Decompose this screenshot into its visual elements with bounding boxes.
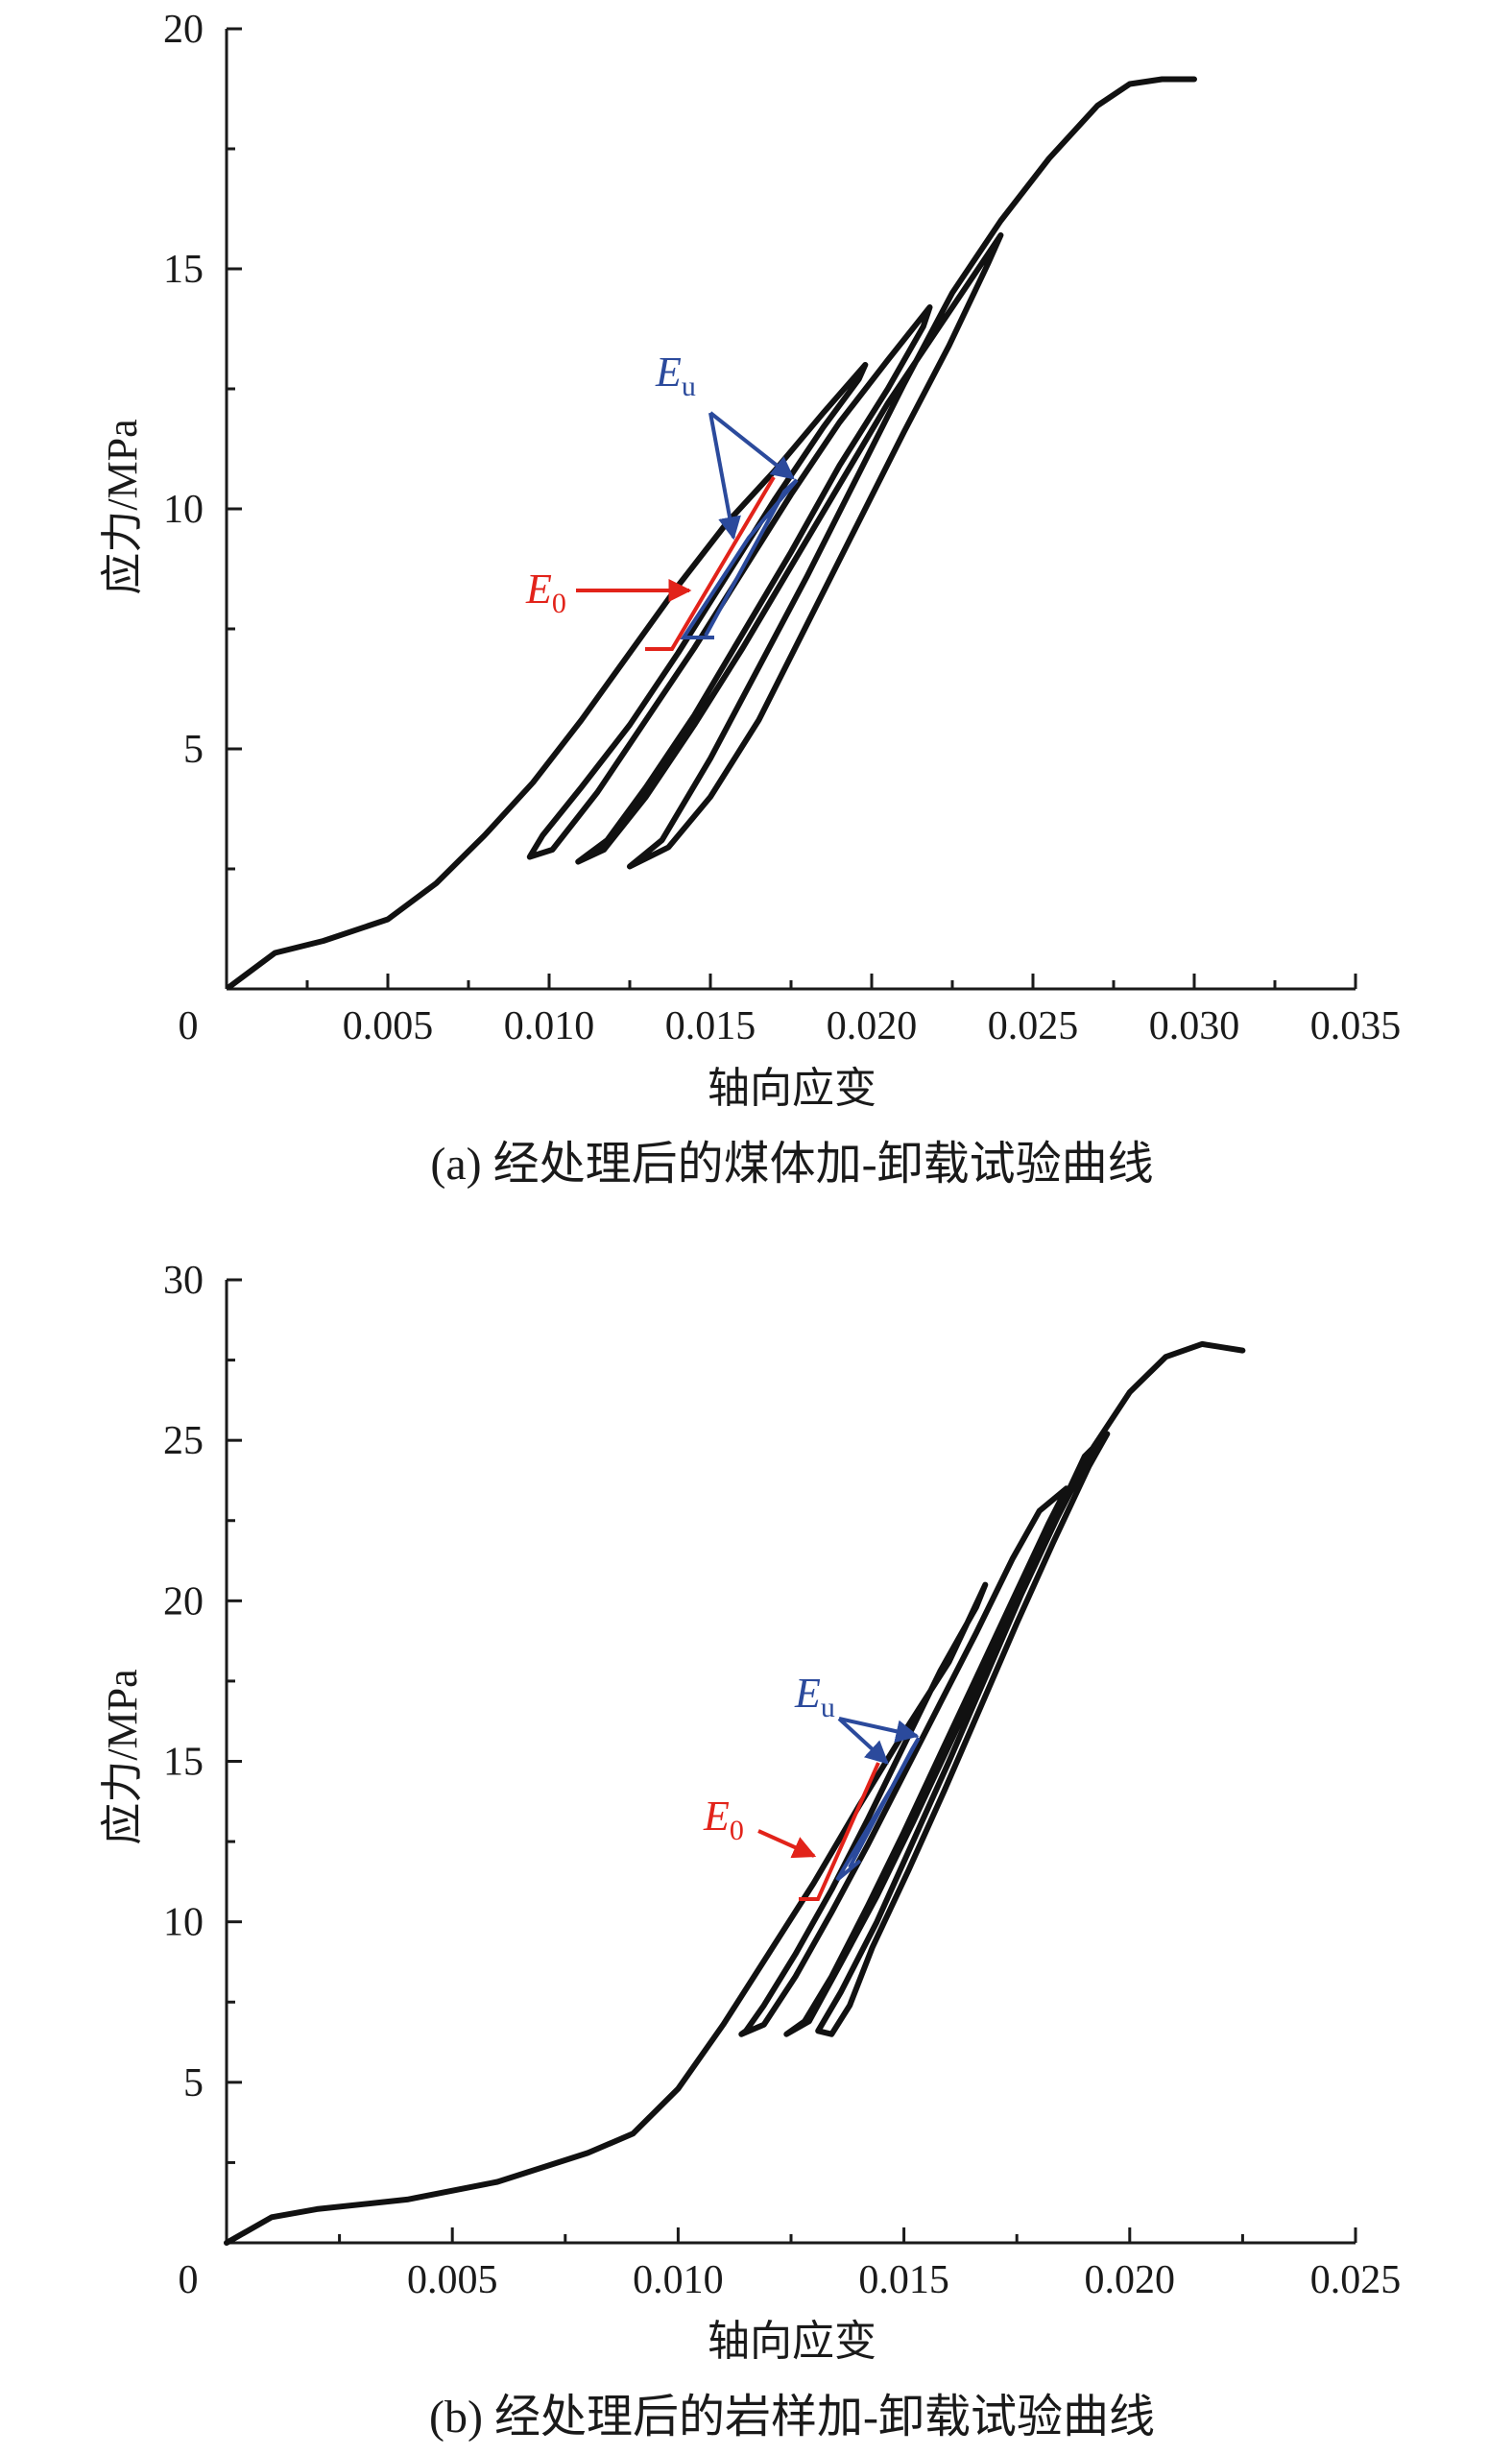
panel-b-eu-label: Eu [794,1670,835,1723]
panel-a-modulus-annotations: E0 Eu [525,349,799,651]
panel-b-y-axis-title: 应力/MPa [99,1669,146,1844]
panel-a-e0-letter: E [525,566,552,613]
panel-b-y-tick-label: 25 [163,1419,204,1463]
panel-b-eu-letter: E [794,1670,821,1717]
panel-a-y-tick-label: 5 [183,728,204,772]
panel-a-eu-tangent-line [680,478,799,639]
panel-b-x-tick-label: 0.010 [633,2258,724,2302]
panel-b-eu-tangent-line [835,1736,921,1882]
panel-a-x-tick-label: 0.005 [343,1004,434,1048]
panel-a-eu-arrow-2 [708,411,795,480]
panel-a-x-tick-label: 0.010 [504,1004,595,1048]
panel-a-axes: 0 0.005 0.010 0.015 0.020 0.025 0.030 0.035 5 10 1… [163,8,1401,1048]
panel-a-y-tick-label: 10 [163,488,204,532]
panel-b-x-tick-label: 0.015 [858,2258,949,2302]
panel-b-x-tick-label: 0.005 [407,2258,498,2302]
panel-a-y-axis-title: 应力/MPa [99,419,146,594]
panel-b-x-axis-title: 轴向应变 [708,2318,876,2365]
panel-b-y-tick-label: 30 [163,1259,204,1303]
panel-b-modulus-annotations: E0 Eu [703,1670,921,1901]
panel-a-e0-label: E0 [525,566,566,619]
panel-b-load-unload-curve [224,1340,1246,2246]
panel-a-x-tick-label: 0.035 [1310,1004,1402,1048]
panel-a-caption: (a) 经处理后的煤体加-卸载试验曲线 [430,1139,1153,1190]
panel-b-e0-subscript: 0 [730,1815,744,1846]
panel-a-e0-subscript: 0 [552,588,566,619]
panel-a: 0 0.005 0.010 0.015 0.020 0.025 0.030 0.035 5 10 1… [99,8,1401,1190]
panel-b-caption: (b) 经处理后的岩样加-卸载试验曲线 [429,2392,1155,2443]
panel-a-x-tick-label: 0.025 [988,1004,1079,1048]
panel-b-y-tick-label: 5 [183,2061,204,2106]
panel-b-e0-arrow [757,1829,817,1859]
panel-a-eu-letter: E [655,349,682,396]
panel-a-eu-label: Eu [655,349,696,402]
panel-b-axes: 0 0.005 0.010 0.015 0.020 0.025 5 10 15 20 25 30 [163,1259,1401,2302]
panel-a-y-tick-label: 15 [163,248,204,292]
panel-a-origin-label: 0 [179,1004,199,1048]
panel-a-eu-arrow-1 [708,412,741,541]
panel-b-e0-letter: E [703,1793,730,1840]
panel-a-x-tick-label: 0.015 [665,1004,756,1048]
panel-b-e0-label: E0 [703,1793,744,1846]
panel-b-eu-arrow-1 [837,1717,889,1765]
panel-b-x-tick-label: 0.025 [1310,2258,1402,2302]
panel-b-e0-tangent-line [799,1762,880,1901]
panel-a-eu-subscript: u [682,371,696,402]
panel-b-eu-arrow-2 [838,1717,920,1744]
panel-a-load-unload-curve [227,76,1197,990]
panel-a-x-axis-title: 轴向应变 [708,1065,876,1112]
panel-b-y-tick-label: 10 [163,1901,204,1945]
panel-b-x-tick-label: 0.020 [1085,2258,1176,2302]
panel-a-x-tick-label: 0.030 [1149,1004,1240,1048]
panel-b-eu-subscript: u [821,1692,835,1723]
panel-b-y-tick-label: 15 [163,1741,204,1785]
panel-a-x-tick-label: 0.020 [827,1004,918,1048]
panel-b-origin-label: 0 [179,2258,199,2302]
panel-b-y-tick-label: 20 [163,1579,204,1624]
panel-a-y-tick-label: 20 [163,8,204,52]
